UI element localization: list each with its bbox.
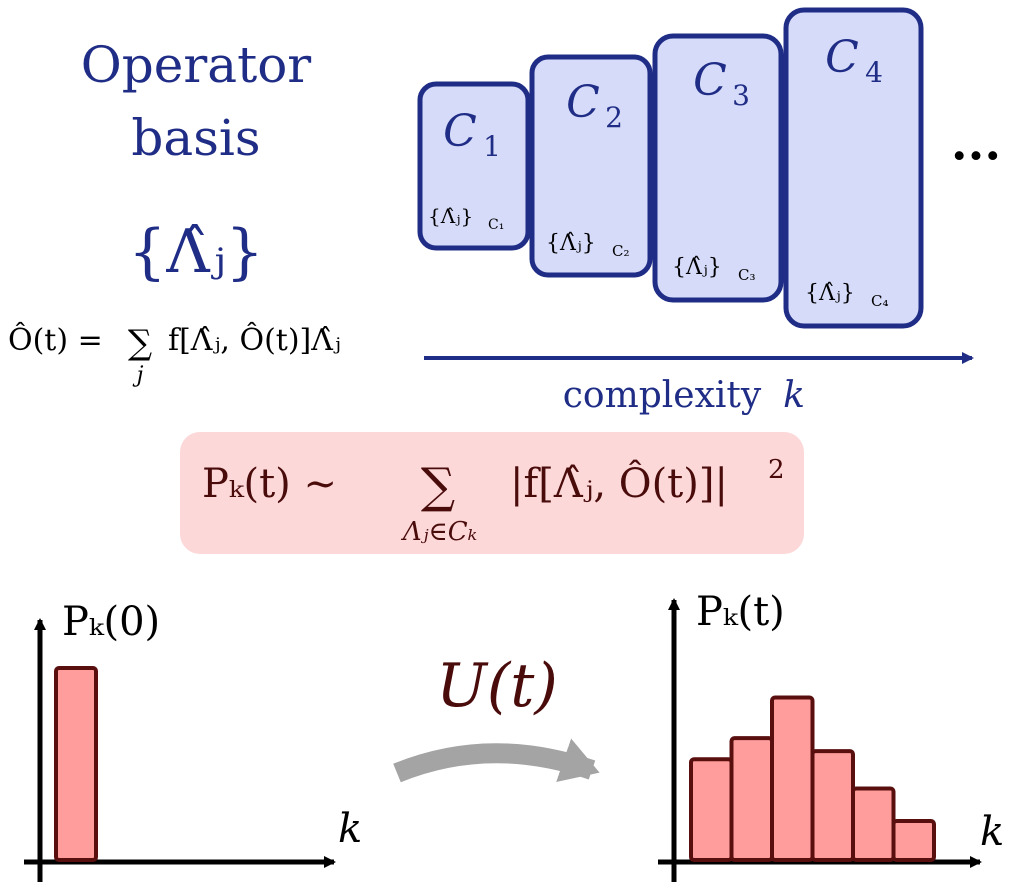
complexity-box-3: C 3 {Λ̂ⱼ} C₃: [652, 33, 784, 303]
histogram-bar: [729, 736, 774, 862]
evolved-bars: [689, 695, 936, 862]
box-1-set: {Λ̂ⱼ}: [428, 204, 473, 228]
title-line-1: Operator: [81, 36, 311, 94]
histogram-bar: [770, 695, 815, 862]
expansion-sum-index: j: [132, 363, 144, 388]
histogram-bar: [689, 757, 734, 862]
box-3-subscript: 3: [732, 79, 750, 112]
probability-power: 2: [768, 455, 785, 485]
box-4-label: C: [825, 32, 859, 83]
initial-y-label: Pₖ(0): [62, 599, 160, 645]
title-line-2: basis: [131, 109, 260, 167]
probability-formula-background: [180, 432, 804, 554]
histogram-bar: [810, 749, 855, 862]
box-4-subscript: 4: [865, 56, 883, 89]
box-1-label: C: [443, 106, 477, 157]
probability-sum-index: Λⱼ∈Cₖ: [401, 517, 477, 547]
probability-sum-sign: ∑: [421, 458, 455, 514]
evolved-y-label: Pₖ(t): [696, 589, 785, 635]
box-4-set-subscript: C₄: [871, 292, 889, 310]
expansion-lhs: Ô(t) =: [8, 322, 103, 358]
initial-x-label: k: [338, 806, 362, 852]
probability-rhs: |f[Λ̂ⱼ, Ô(t)]|: [510, 460, 728, 507]
probability-formula: Pₖ(t) ∼ ∑ Λⱼ∈Cₖ |f[Λ̂ⱼ, Ô(t)]| 2: [180, 432, 804, 554]
box-3-set: {Λ̂ⱼ}: [672, 255, 722, 280]
expansion-formula: Ô(t) = ∑ j f[Λ̂ⱼ, Ô(t)]Λ̂ⱼ: [8, 322, 341, 388]
histogram-bar: [54, 666, 98, 862]
ellipsis: ···: [951, 128, 1001, 184]
probability-lhs: Pₖ(t) ∼: [202, 461, 337, 507]
operator-set-symbol: {Λ̂ⱼ}: [128, 217, 264, 287]
complexity-box-4: C 4 {Λ̂ⱼ} C₄: [783, 7, 924, 329]
box-2-set: {Λ̂ⱼ}: [546, 231, 596, 256]
evolution-arrow: [393, 738, 600, 783]
box-2-label: C: [566, 77, 600, 128]
histogram-evolved: Pₖ(t) k: [658, 589, 1004, 882]
complexity-axis-label: complexity: [563, 375, 762, 416]
evolution-operator-label: U(t): [436, 651, 558, 721]
box-3-set-subscript: C₃: [738, 266, 756, 284]
histogram-initial: Pₖ(0) k: [24, 599, 362, 882]
initial-bars: [54, 666, 98, 862]
expansion-rhs: f[Λ̂ⱼ, Ô(t)]Λ̂ⱼ: [168, 322, 341, 358]
box-2-set-subscript: C₂: [612, 242, 630, 260]
complexity-axis-variable: k: [783, 375, 805, 416]
histogram-bar: [891, 819, 936, 862]
box-1-set-subscript: C₁: [488, 217, 504, 233]
box-2-subscript: 2: [605, 101, 623, 134]
complexity-box-2: C 2 {Λ̂ⱼ} C₂: [529, 54, 653, 278]
expansion-sum-sign: ∑: [128, 323, 152, 363]
histogram-bar: [851, 786, 896, 862]
box-4-set: {Λ̂ⱼ}: [805, 281, 855, 306]
complexity-box-1: C 1 {Λ̂ⱼ} C₁: [417, 81, 531, 251]
evolved-x-label: k: [980, 809, 1004, 855]
box-3-label: C: [693, 55, 727, 106]
box-1-subscript: 1: [483, 130, 501, 163]
